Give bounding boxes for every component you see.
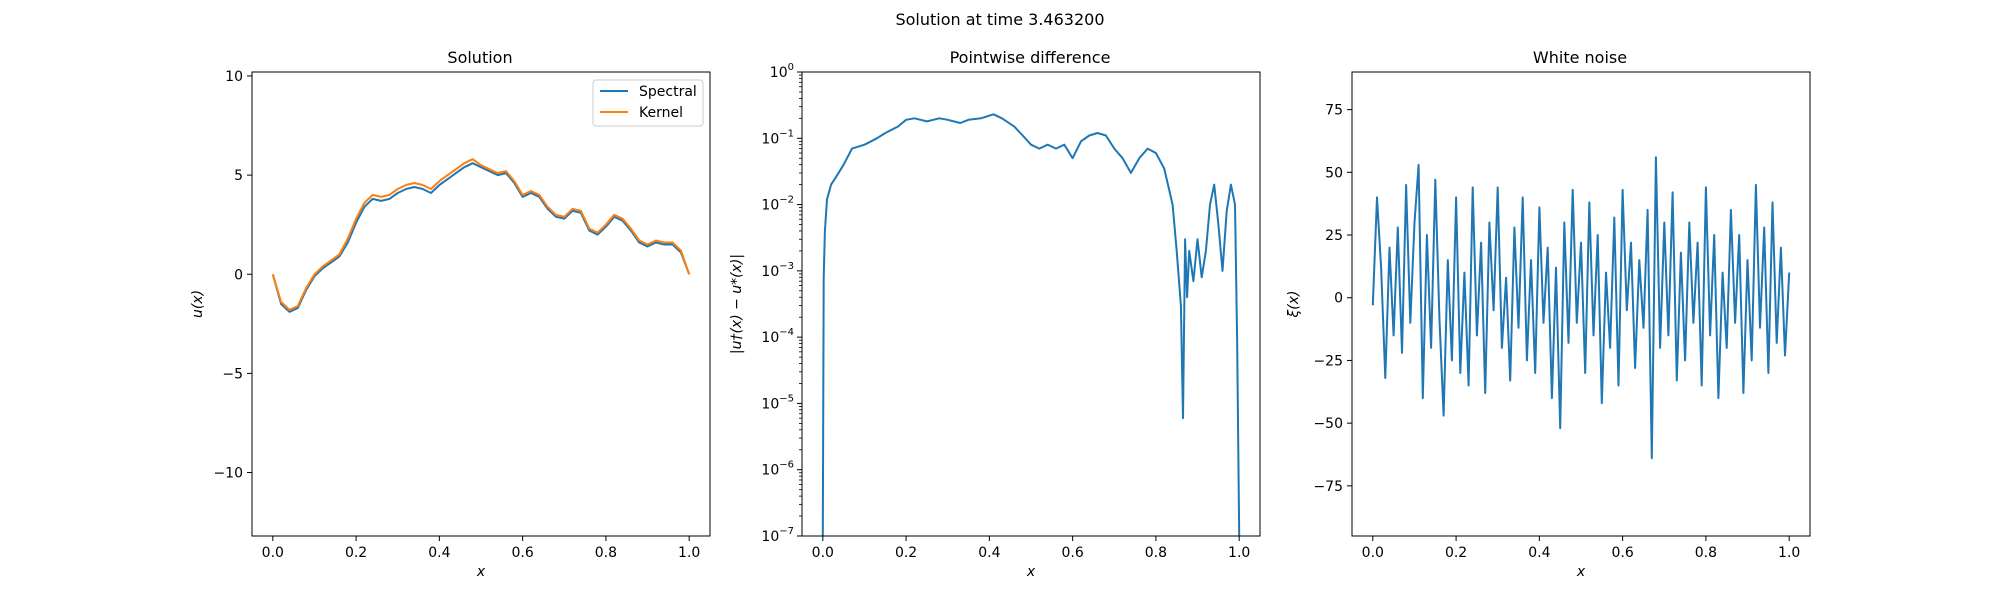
series-line-kernel	[271, 158, 691, 311]
y-tick-label: 10−3	[761, 261, 794, 280]
y-tick-label: 75	[1325, 103, 1343, 119]
ticks-solution: 0.0 0.2 0.4 0.6 0.8 1.0 10 5 0 −5 −10	[213, 69, 700, 561]
ticks-difference: 0.0 0.2 0.4 0.6 0.8 1.0 100 10−1 10−2 10−3 10−4 10−…	[761, 62, 1250, 561]
plot-lines-solution	[271, 158, 691, 313]
series-line-panel3	[1371, 156, 1791, 460]
y-tick-label: −10	[213, 466, 243, 482]
x-tick-label: 0.4	[1528, 545, 1550, 561]
x-axis-label-difference: x	[1026, 564, 1036, 580]
axes-frame-solution	[251, 71, 711, 537]
y-tick-label: 10−7	[761, 526, 794, 545]
x-tick-label: 1.0	[678, 545, 700, 561]
y-tick-label: 25	[1325, 228, 1343, 244]
x-tick-label: 1.0	[1228, 545, 1250, 561]
legend: Spectral Kernel	[592, 79, 704, 127]
x-axis-label-noise: x	[1576, 564, 1586, 580]
panel-title-solution: Solution	[447, 48, 512, 67]
y-tick-label: 10	[225, 69, 243, 85]
series-line-spectral	[271, 162, 691, 313]
y-tick-label: 10−1	[761, 128, 794, 147]
x-tick-label: 0.6	[1612, 545, 1634, 561]
panel-title-noise: White noise	[1533, 48, 1627, 67]
y-tick-label: 5	[234, 168, 243, 184]
panel-pointwise-difference: Pointwise difference 0.0 0.2 0.4 0.6 0.8 1.0 1…	[729, 48, 1261, 580]
y-tick-label: 100	[770, 62, 794, 81]
x-tick-label: 0.0	[262, 545, 284, 561]
axes-frame-difference	[801, 71, 1261, 537]
x-tick-label: 1.0	[1778, 545, 1800, 561]
y-tick-label: 10−4	[761, 327, 794, 346]
x-tick-label: 0.4	[428, 545, 450, 561]
panel-title-difference: Pointwise difference	[950, 48, 1111, 67]
panel-solution: Solution 0.0 0.2 0.4 0.6 0.8 1.0 10 5 0 −5 −10 x u…	[190, 48, 711, 580]
y-tick-label: 50	[1325, 165, 1343, 181]
y-tick-label: 10−6	[761, 460, 794, 479]
x-tick-label: 0.8	[1145, 545, 1167, 561]
x-tick-label: 0.2	[1445, 545, 1467, 561]
x-tick-label: 0.6	[512, 545, 534, 561]
x-tick-label: 0.2	[345, 545, 367, 561]
panel-white-noise: White noise 0.0 0.2 0.4 0.6 0.8 1.0 75 50 25 0 −25…	[1286, 48, 1811, 580]
y-tick-label: 0	[1334, 291, 1343, 307]
x-tick-label: 0.4	[978, 545, 1000, 561]
figure-suptitle: Solution at time 3.463200	[895, 10, 1104, 29]
x-tick-label: 0.0	[812, 545, 834, 561]
plot-lines-noise	[1371, 156, 1791, 460]
plot-lines-difference	[821, 113, 1241, 537]
y-axis-label-solution: u(x)	[190, 290, 206, 318]
y-tick-label: 10−5	[761, 393, 794, 412]
ticks-noise: 0.0 0.2 0.4 0.6 0.8 1.0 75 50 25 0 −25 −50 −75	[1313, 103, 1800, 561]
axes-frame-noise	[1351, 71, 1811, 537]
x-tick-label: 0.8	[595, 545, 617, 561]
y-tick-label: 10−2	[761, 195, 794, 214]
legend-label-kernel: Kernel	[639, 105, 683, 121]
y-tick-label: −75	[1313, 479, 1343, 495]
y-axis-label-noise: ξ(x)	[1286, 290, 1302, 318]
y-tick-label: −25	[1313, 353, 1343, 369]
y-tick-label: −50	[1313, 416, 1343, 432]
y-axis-label-difference: |u†(x) − u*(x)|	[729, 254, 745, 354]
y-tick-label: −5	[222, 366, 243, 382]
x-tick-label: 0.0	[1362, 545, 1384, 561]
x-axis-label-solution: x	[476, 564, 486, 580]
x-tick-label: 0.6	[1062, 545, 1084, 561]
series-line-panel2	[821, 113, 1241, 537]
x-tick-label: 0.8	[1695, 545, 1717, 561]
x-tick-label: 0.2	[895, 545, 917, 561]
legend-label-spectral: Spectral	[639, 84, 697, 100]
y-tick-label: 0	[234, 267, 243, 283]
